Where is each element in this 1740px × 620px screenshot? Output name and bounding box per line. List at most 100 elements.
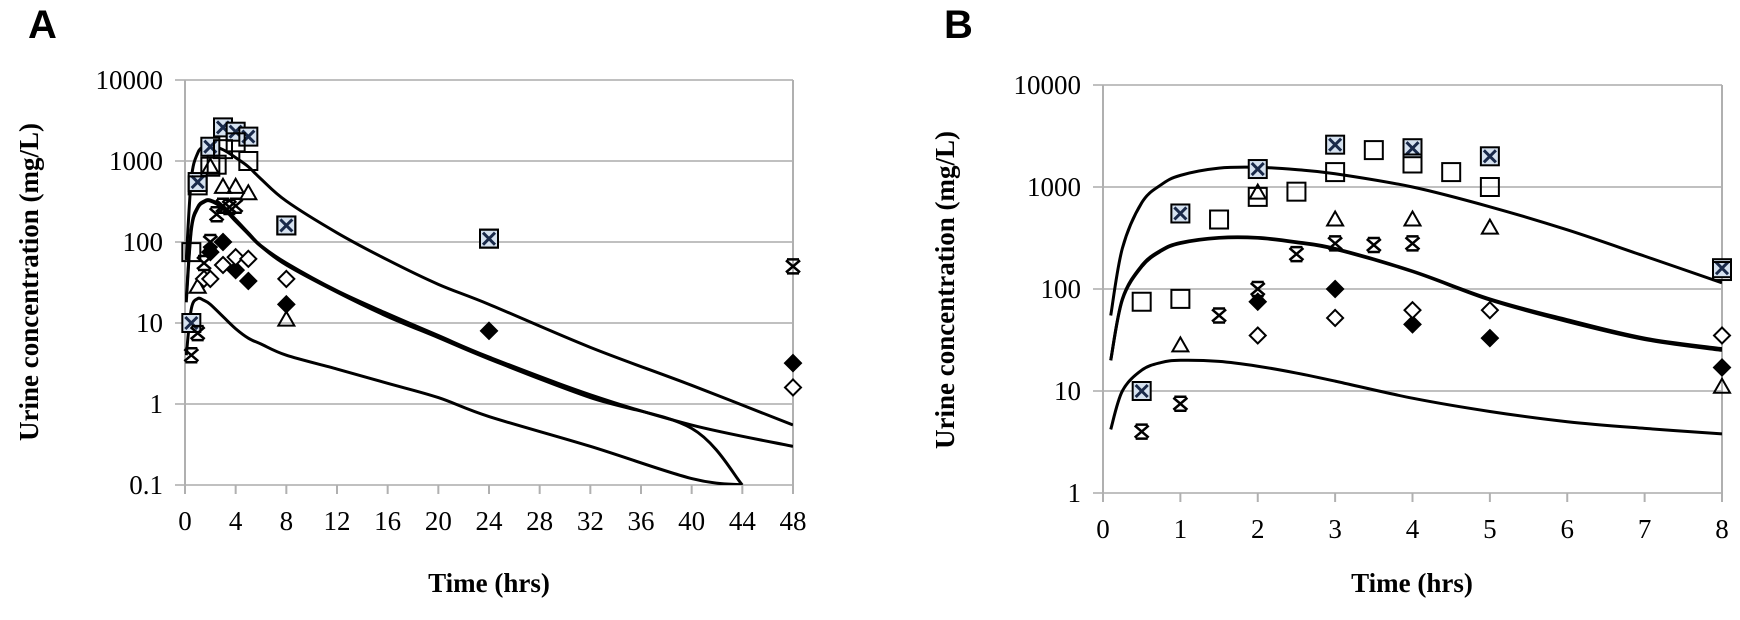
data-point-square bbox=[181, 242, 202, 263]
data-point-square bbox=[1479, 177, 1500, 197]
panel-a: A Time (hrs) Urine concentration (mg/L) … bbox=[14, 3, 807, 598]
data-point-square bbox=[1402, 153, 1423, 174]
data-point-triangle bbox=[200, 156, 221, 174]
data-point-star bbox=[1327, 235, 1343, 252]
x-tick-label: 3 bbox=[1328, 514, 1342, 544]
series-open-diamond bbox=[1248, 300, 1732, 345]
data-point-square bbox=[1712, 261, 1732, 282]
y-tick-label: 10 bbox=[1054, 376, 1081, 406]
x-tick-label: 6 bbox=[1561, 514, 1575, 544]
y-tick-label: 1000 bbox=[1027, 172, 1081, 202]
model-curves bbox=[185, 143, 793, 485]
data-point-square bbox=[225, 132, 246, 153]
data-point-filled-diamond bbox=[1248, 292, 1268, 312]
panel-b-x-axis-title: Time (hrs) bbox=[1351, 568, 1473, 598]
data-point-filled-diamond bbox=[1325, 279, 1345, 299]
data-point-triangle bbox=[1480, 217, 1500, 235]
data-point-square bbox=[1441, 162, 1462, 183]
data-point-open-diamond bbox=[213, 255, 233, 275]
x-tick-label: 44 bbox=[729, 506, 757, 536]
panel-a-x-axis-title: Time (hrs) bbox=[428, 568, 550, 598]
data-point-star bbox=[1172, 395, 1189, 412]
y-tick-label: 1 bbox=[1068, 478, 1082, 508]
series-filled-diamond bbox=[200, 232, 803, 373]
data-point-crossed-square bbox=[181, 313, 202, 333]
y-tick-label: 10000 bbox=[96, 65, 164, 95]
data-point-square bbox=[1209, 209, 1230, 230]
model-curve-model-1 bbox=[185, 143, 793, 427]
series-filled-diamond bbox=[1248, 279, 1732, 377]
x-tick-label: 0 bbox=[178, 506, 192, 536]
series-open-square bbox=[1131, 140, 1732, 312]
data-point-star bbox=[1404, 235, 1421, 252]
x-tick-label: 40 bbox=[678, 506, 705, 536]
data-point-triangle bbox=[1325, 209, 1345, 227]
data-point-filled-diamond bbox=[479, 321, 499, 341]
data-point-crossed-square bbox=[1325, 134, 1346, 155]
x-tick-label: 4 bbox=[229, 506, 243, 536]
data-point-square bbox=[276, 215, 297, 236]
data-point-open-diamond bbox=[1480, 300, 1500, 320]
y-tick-label: 10 bbox=[136, 308, 163, 338]
gridlines bbox=[175, 79, 793, 486]
data-point-triangle bbox=[276, 309, 297, 327]
data-points bbox=[181, 117, 803, 397]
x-tick-label: 0 bbox=[1096, 514, 1110, 544]
data-point-crossed-square bbox=[1402, 138, 1423, 159]
model-curve-model-3 bbox=[1109, 236, 1722, 361]
data-point-square bbox=[1170, 288, 1191, 309]
data-point-filled-diamond bbox=[1480, 328, 1500, 348]
data-point-triangle bbox=[1402, 209, 1423, 227]
y-tick-label: 1 bbox=[150, 389, 164, 419]
data-point-star bbox=[1288, 245, 1305, 263]
data-point-filled-diamond bbox=[1403, 314, 1422, 334]
data-point-triangle bbox=[1170, 335, 1191, 353]
data-point-star bbox=[1249, 280, 1266, 298]
data-point-filled-diamond bbox=[783, 353, 803, 373]
y-tick-label: 1000 bbox=[109, 146, 163, 176]
data-point-triangle bbox=[213, 176, 233, 194]
data-point-filled-diamond bbox=[226, 260, 246, 280]
data-point-star bbox=[1211, 307, 1227, 324]
data-point-open-diamond bbox=[238, 249, 258, 269]
data-point-star bbox=[183, 346, 200, 364]
y-tick-label: 10000 bbox=[1014, 70, 1082, 100]
x-tick-label: 20 bbox=[425, 506, 452, 536]
x-tick-label: 4 bbox=[1406, 514, 1420, 544]
model-curve-model-4 bbox=[1109, 358, 1722, 436]
data-point-open-diamond bbox=[1325, 308, 1345, 328]
series-star bbox=[1133, 235, 1421, 440]
x-tick-label: 36 bbox=[628, 506, 655, 536]
data-point-filled-diamond bbox=[213, 232, 233, 252]
data-point-filled-diamond bbox=[200, 242, 220, 262]
x-tick-label: 28 bbox=[526, 506, 553, 536]
data-points bbox=[1131, 134, 1732, 440]
y-tick-label: 100 bbox=[1041, 274, 1082, 304]
data-point-open-diamond bbox=[1712, 326, 1732, 345]
series-star bbox=[183, 197, 801, 364]
x-tick-label: 2 bbox=[1251, 514, 1265, 544]
data-point-filled-diamond bbox=[238, 271, 258, 291]
series-crossed-square bbox=[1131, 134, 1732, 401]
data-point-triangle bbox=[225, 176, 246, 194]
panel-a-letter: A bbox=[28, 3, 57, 47]
y-tick-label: 100 bbox=[123, 227, 164, 257]
series-open-square bbox=[181, 132, 499, 263]
x-tick-label: 48 bbox=[780, 506, 807, 536]
x-tick-label: 1 bbox=[1174, 514, 1188, 544]
data-point-square bbox=[187, 175, 208, 196]
data-point-open-diamond bbox=[783, 378, 803, 397]
data-point-triangle bbox=[1248, 182, 1268, 200]
data-point-star bbox=[1133, 423, 1150, 440]
data-point-open-diamond bbox=[1248, 326, 1268, 345]
data-point-star bbox=[189, 324, 206, 342]
data-point-star bbox=[215, 197, 231, 215]
data-point-crossed-square bbox=[1247, 159, 1268, 180]
data-point-filled-diamond bbox=[1712, 358, 1732, 377]
data-point-star bbox=[221, 198, 238, 216]
x-tick-label: 16 bbox=[374, 506, 401, 536]
x-tick-label: 8 bbox=[1715, 514, 1729, 544]
panel-b: B Time (hrs) Urine concentration (mg/L) … bbox=[930, 3, 1732, 598]
data-point-open-diamond bbox=[1403, 300, 1422, 320]
